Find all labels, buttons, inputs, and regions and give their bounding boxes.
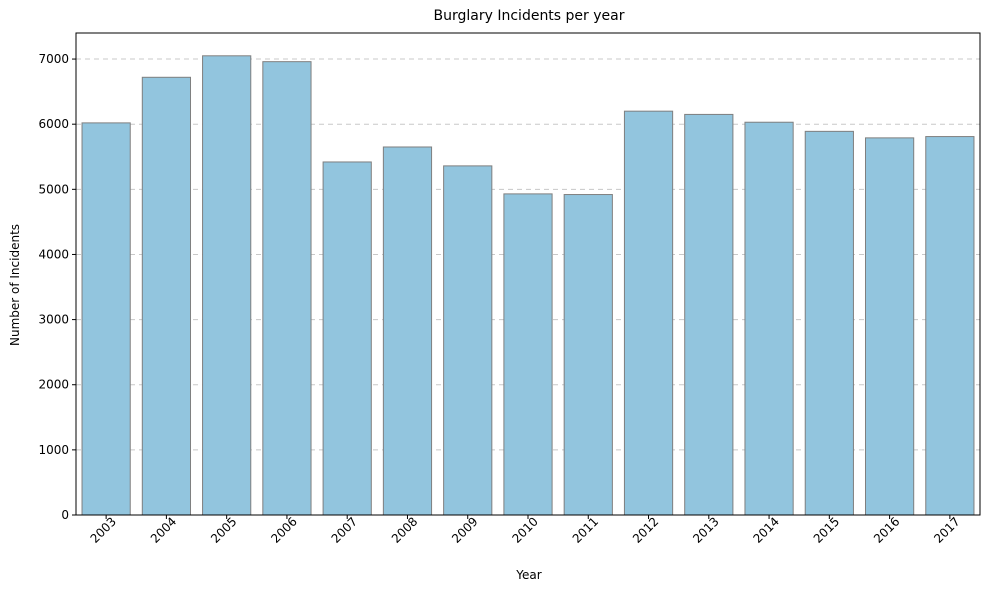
y-tick-label: 4000	[38, 247, 69, 261]
x-tick-label: 2006	[268, 514, 299, 545]
x-tick-label: 2016	[871, 514, 902, 545]
x-axis-label: Year	[515, 568, 541, 582]
x-tick-label: 2014	[750, 514, 781, 545]
x-tick-label: 2009	[449, 514, 480, 545]
bar-2017	[925, 136, 975, 516]
bar-2010	[503, 193, 553, 516]
bar-2007	[322, 161, 372, 516]
bar-2011	[563, 194, 613, 516]
bar-2009	[443, 165, 493, 516]
bar-2015	[804, 130, 854, 516]
bar-2016	[864, 137, 915, 516]
bar-2006	[262, 61, 312, 516]
x-tick-label: 2003	[88, 514, 119, 545]
x-tick-label: 2011	[570, 514, 601, 545]
bar-2005	[202, 55, 252, 516]
x-tick-label: 2010	[509, 514, 540, 545]
y-tick-label: 5000	[38, 182, 69, 196]
bar-2014	[744, 121, 794, 516]
x-tick-label: 2013	[690, 514, 721, 545]
bar-2003	[81, 122, 131, 516]
chart-title: Burglary Incidents per year	[434, 8, 625, 24]
x-tick-label: 2017	[931, 514, 962, 545]
x-tick-label: 2005	[208, 514, 239, 545]
x-tick-label: 2008	[389, 514, 420, 545]
plot-frame	[75, 32, 981, 516]
y-tick-label: 6000	[38, 117, 69, 131]
y-tick-label: 0	[61, 508, 69, 522]
y-tick-label: 1000	[38, 443, 69, 457]
y-axis: 0 1000 2000 3000 4000 5000 6000 7000	[38, 52, 76, 522]
bar-2004	[141, 76, 192, 516]
bars-layer	[81, 55, 975, 516]
x-tick-label: 2015	[811, 514, 842, 545]
y-tick-label: 2000	[38, 378, 69, 392]
x-tick-label: 2004	[148, 514, 179, 545]
x-tick-label: 2007	[329, 514, 360, 545]
y-tick-label: 3000	[38, 313, 69, 327]
bar-2012	[623, 110, 674, 516]
y-axis-label: Number of Incidents	[8, 224, 22, 346]
x-axis: 2003 2004 2005 2006 2007 2008 2009 2010 2011 2012…	[88, 514, 963, 545]
bar-2008	[382, 146, 433, 516]
x-tick-label: 2012	[630, 514, 661, 545]
y-tick-label: 7000	[38, 52, 69, 66]
bar-2013	[684, 113, 734, 516]
